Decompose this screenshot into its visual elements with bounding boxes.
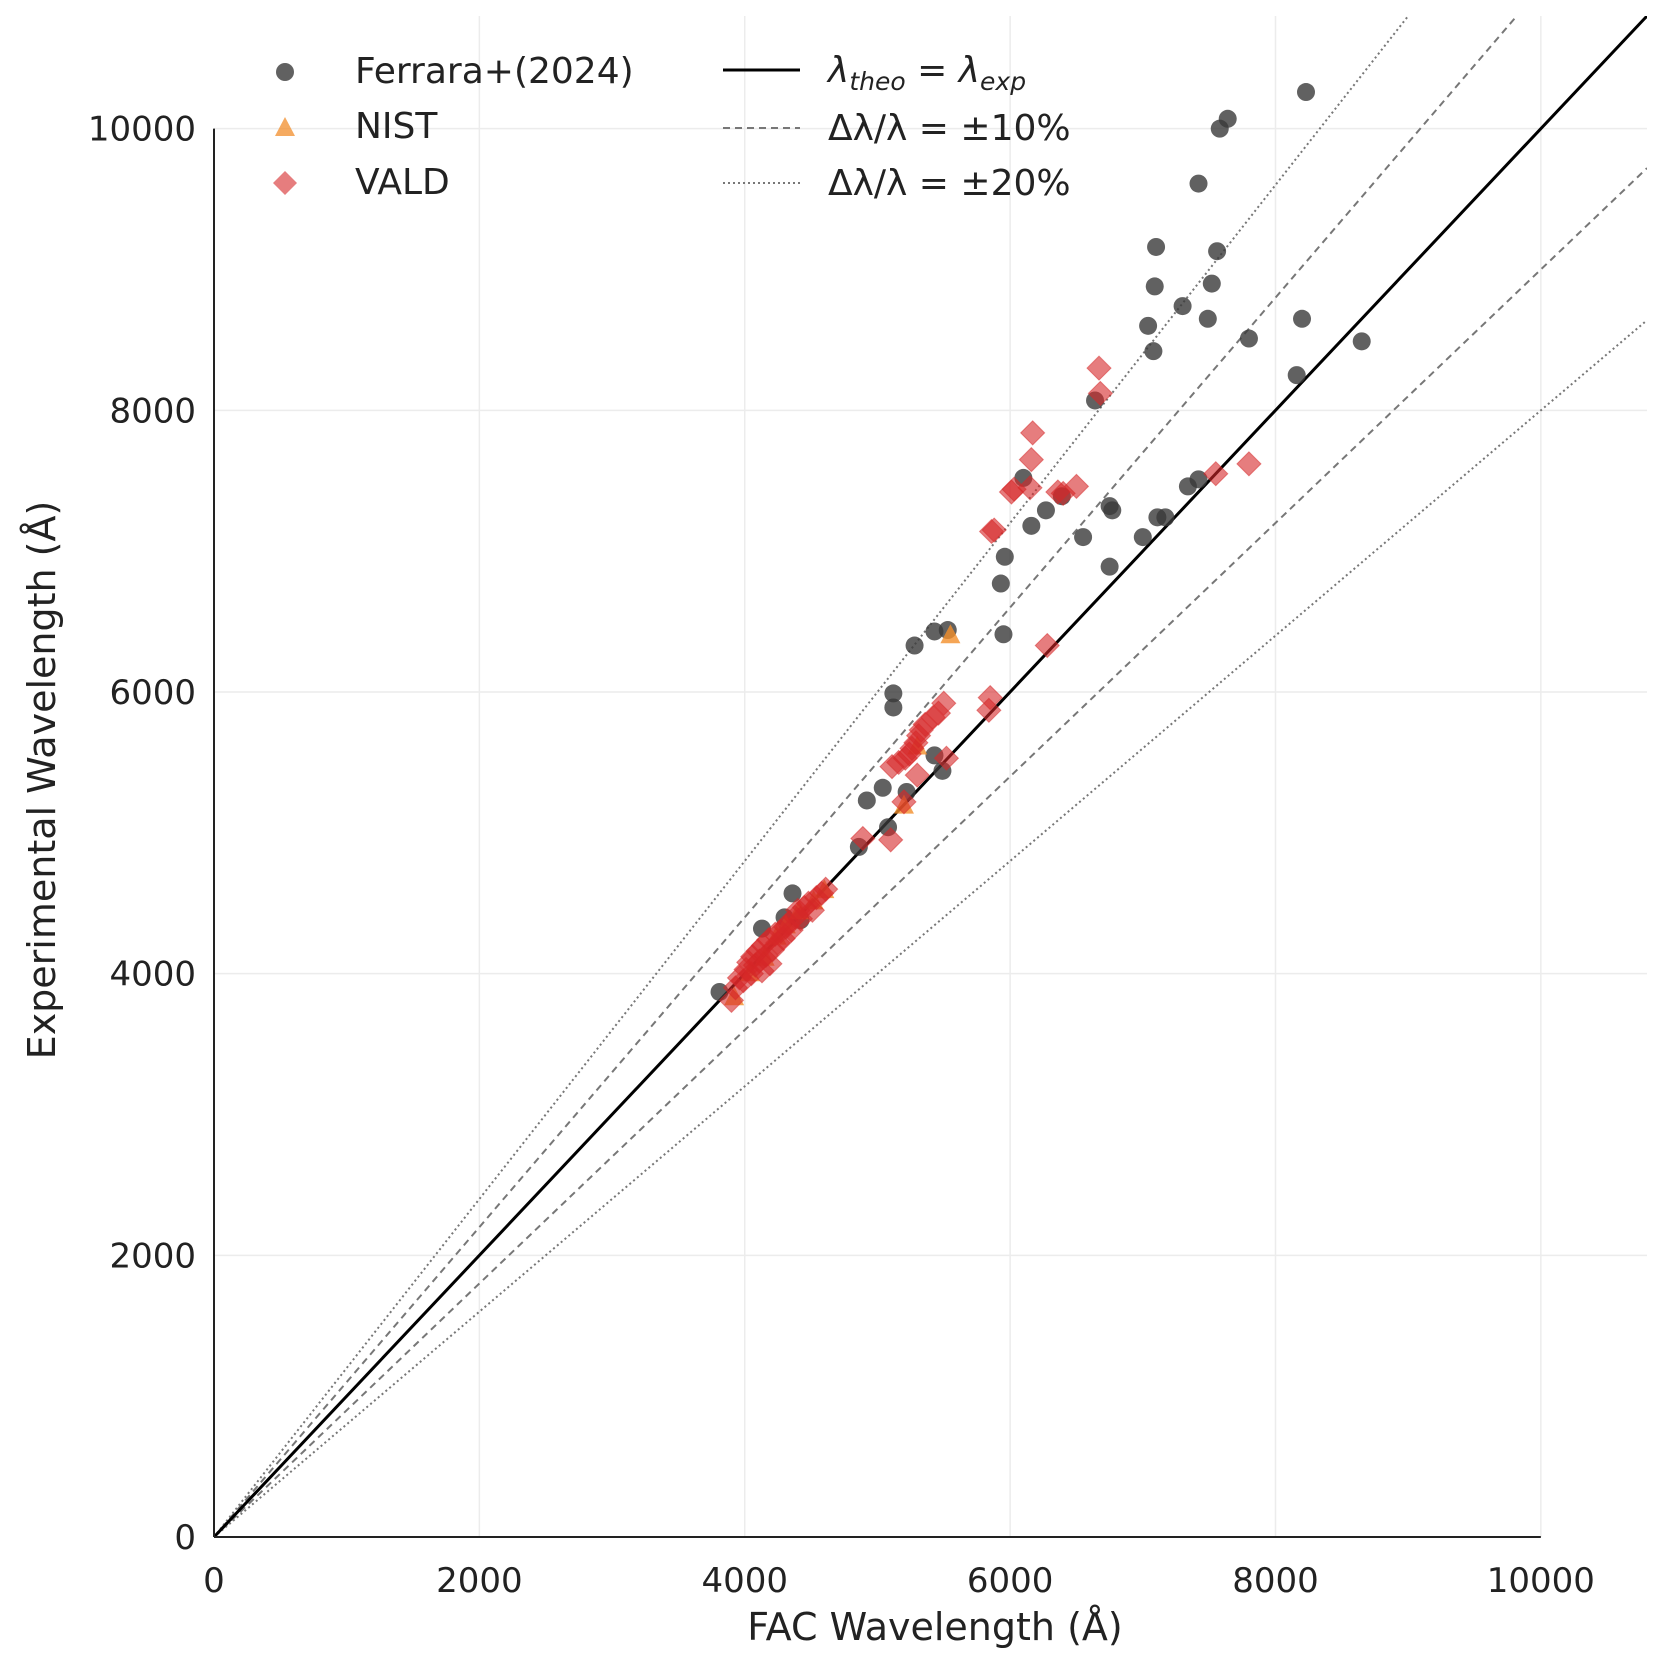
point-vald-56	[1017, 475, 1043, 501]
point-vald-57	[1018, 446, 1045, 473]
point-ferrara-2024-39	[1189, 174, 1208, 193]
point-vald-49	[933, 745, 960, 771]
point-ferrara-2024-21	[1022, 516, 1041, 535]
legend-marker-vald	[273, 171, 297, 195]
y-tick-label-10000: 10000	[88, 110, 196, 150]
point-ferrara-2024-30	[1139, 316, 1158, 335]
point-vald-42	[904, 762, 930, 788]
point-ferrara-2024-6	[857, 791, 876, 810]
grid-lines	[214, 16, 1647, 1537]
x-tick-label-4000: 4000	[701, 1561, 788, 1601]
point-ferrara-2024-41	[1202, 274, 1221, 293]
point-ferrara-2024-22	[1036, 501, 1055, 520]
point-ferrara-2024-17	[991, 574, 1010, 593]
point-vald-33	[850, 825, 876, 852]
ref-line-minus-20pct	[214, 319, 1647, 1537]
point-vald-53	[981, 517, 1007, 543]
legend-label-nist: NIST	[355, 106, 438, 147]
legend: Ferrara+(2024) NIST VALD λtheo = λexp Δλ…	[273, 50, 1071, 204]
legend-label-vald: VALD	[355, 162, 450, 203]
point-ferrara-2024-12	[905, 636, 924, 655]
tick-labels: 00 2000 2000 4000 4000 6000 6000 8000 8000 10000 1…	[88, 110, 1595, 1601]
legend-label-ferrara: Ferrara+(2024)	[355, 51, 634, 92]
y-tick-label-2000: 2000	[109, 1236, 196, 1276]
point-ferrara-2024-27	[1103, 501, 1122, 520]
legend-marker-nist	[275, 117, 295, 136]
point-ferrara-2024-18	[995, 547, 1014, 566]
point-ferrara-2024-45	[1239, 329, 1258, 348]
point-ferrara-2024-35	[1156, 508, 1175, 527]
x-tick-label-10000: 10000	[1487, 1561, 1595, 1601]
legend-sub-theo: theo	[849, 67, 905, 96]
point-ferrara-2024-28	[1100, 557, 1119, 576]
y-tick-label-6000: 6000	[109, 673, 196, 713]
legend-label-identity: λtheo = λexp	[826, 50, 1026, 96]
y-axis-label: Experimental Wavelength (Å)	[20, 501, 64, 1060]
point-ferrara-2024-13	[925, 622, 944, 641]
point-ferrara-2024-9	[884, 684, 903, 703]
point-vald-48	[931, 690, 957, 716]
point-vald-59	[1034, 632, 1060, 659]
x-tick-label-0: 0	[203, 1561, 225, 1601]
ref-line-plus-10pct	[214, 16, 1519, 1537]
point-ferrara-2024-49	[1352, 332, 1371, 351]
point-ferrara-2024-42	[1208, 242, 1227, 261]
point-vald-64	[1087, 380, 1114, 407]
legend-marker-ferrara	[276, 63, 294, 81]
ref-line-identity	[214, 16, 1647, 1537]
y-tick-label-0: 0	[174, 1518, 196, 1558]
point-ferrara-2024-29	[1133, 528, 1152, 547]
point-ferrara-2024-32	[1145, 277, 1164, 296]
point-ferrara-2024-47	[1293, 309, 1312, 328]
reference-lines	[214, 16, 1647, 1537]
x-tick-label-8000: 8000	[1232, 1561, 1319, 1601]
point-vald-32	[812, 876, 839, 902]
point-vald-58	[1019, 420, 1046, 446]
point-ferrara-2024-10	[884, 698, 903, 717]
legend-sub-exp: exp	[980, 67, 1026, 96]
point-ferrara-2024-7	[873, 778, 892, 797]
point-vald-34	[877, 827, 904, 853]
point-ferrara-2024-2	[783, 884, 802, 903]
point-ferrara-2024-36	[1173, 297, 1192, 316]
y-tick-label-4000: 4000	[109, 955, 196, 995]
point-vald-65	[1203, 461, 1229, 487]
point-ferrara-2024-31	[1144, 342, 1163, 361]
x-axis-label: FAC Wavelength (Å)	[747, 1605, 1122, 1649]
ref-line-plus-20pct	[214, 16, 1410, 1537]
point-ferrara-2024-24	[1074, 528, 1093, 547]
point-ferrara-2024-38	[1189, 470, 1208, 489]
point-ferrara-2024-19	[994, 625, 1013, 644]
point-nist-10	[940, 624, 961, 644]
ref-line-minus-10pct	[214, 167, 1647, 1537]
point-vald-66	[1236, 451, 1262, 477]
legend-label-20pct: Δλ/λ = ±20%	[828, 163, 1071, 204]
legend-label-10pct: Δλ/λ = ±10%	[828, 108, 1071, 149]
axes	[213, 128, 1541, 1538]
point-vald-62	[1063, 473, 1090, 500]
point-ferrara-2024-33	[1147, 237, 1166, 256]
point-ferrara-2024-48	[1296, 83, 1315, 102]
point-ferrara-2024-46	[1287, 366, 1306, 385]
x-tick-label-2000: 2000	[436, 1561, 523, 1601]
point-ferrara-2024-40	[1198, 309, 1217, 328]
point-ferrara-2024-44	[1218, 109, 1237, 128]
point-vald-51	[977, 684, 1003, 711]
point-vald-37	[891, 789, 917, 815]
x-tick-label-6000: 6000	[967, 1561, 1054, 1601]
point-vald-63	[1086, 355, 1112, 381]
y-tick-label-8000: 8000	[109, 391, 196, 431]
data-points	[710, 83, 1371, 1014]
